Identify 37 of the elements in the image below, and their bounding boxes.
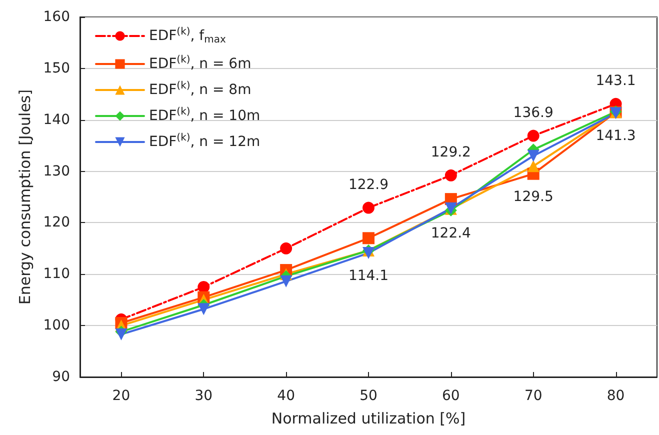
point bbox=[198, 281, 210, 293]
y-tick-label: 90 bbox=[52, 369, 70, 385]
data-label: 129.2 bbox=[430, 144, 471, 160]
point bbox=[280, 275, 292, 288]
y-tick-label: 140 bbox=[43, 112, 70, 128]
x-tick-label: 40 bbox=[277, 388, 295, 404]
data-label: 143.1 bbox=[596, 72, 636, 89]
y-axis-title: Energy consumption [Joules] bbox=[16, 89, 34, 305]
point bbox=[444, 169, 457, 182]
x-tick-label: 20 bbox=[112, 388, 130, 404]
point bbox=[280, 242, 292, 254]
x-tick-label: 70 bbox=[524, 388, 542, 404]
data-label: 141.3 bbox=[596, 128, 636, 144]
x-tick-label: 80 bbox=[606, 388, 625, 404]
point bbox=[527, 150, 540, 162]
point bbox=[527, 130, 540, 142]
y-tick-label: 150 bbox=[43, 60, 70, 76]
data-label: 114.1 bbox=[348, 268, 389, 284]
x-tick-label: 60 bbox=[442, 388, 460, 404]
point bbox=[198, 303, 210, 316]
y-tick-label: 120 bbox=[43, 214, 70, 231]
point bbox=[362, 247, 374, 260]
y-tick-label: 100 bbox=[43, 318, 70, 334]
point bbox=[362, 202, 374, 214]
data-label: 136.9 bbox=[513, 104, 554, 121]
x-tick-label: 50 bbox=[360, 388, 378, 404]
y-tick-label: 110 bbox=[43, 266, 70, 282]
y-tick-label: 130 bbox=[43, 163, 70, 180]
data-label: 122.9 bbox=[348, 176, 389, 193]
y-tick-label: 160 bbox=[43, 9, 70, 25]
x-tick-label: 30 bbox=[194, 388, 213, 404]
point bbox=[527, 160, 540, 172]
point bbox=[362, 232, 374, 244]
x-axis-title: Normalized utilization [%] bbox=[271, 410, 466, 428]
point bbox=[115, 328, 128, 340]
data-label: 122.4 bbox=[430, 225, 472, 242]
data-label: 129.5 bbox=[513, 188, 554, 205]
